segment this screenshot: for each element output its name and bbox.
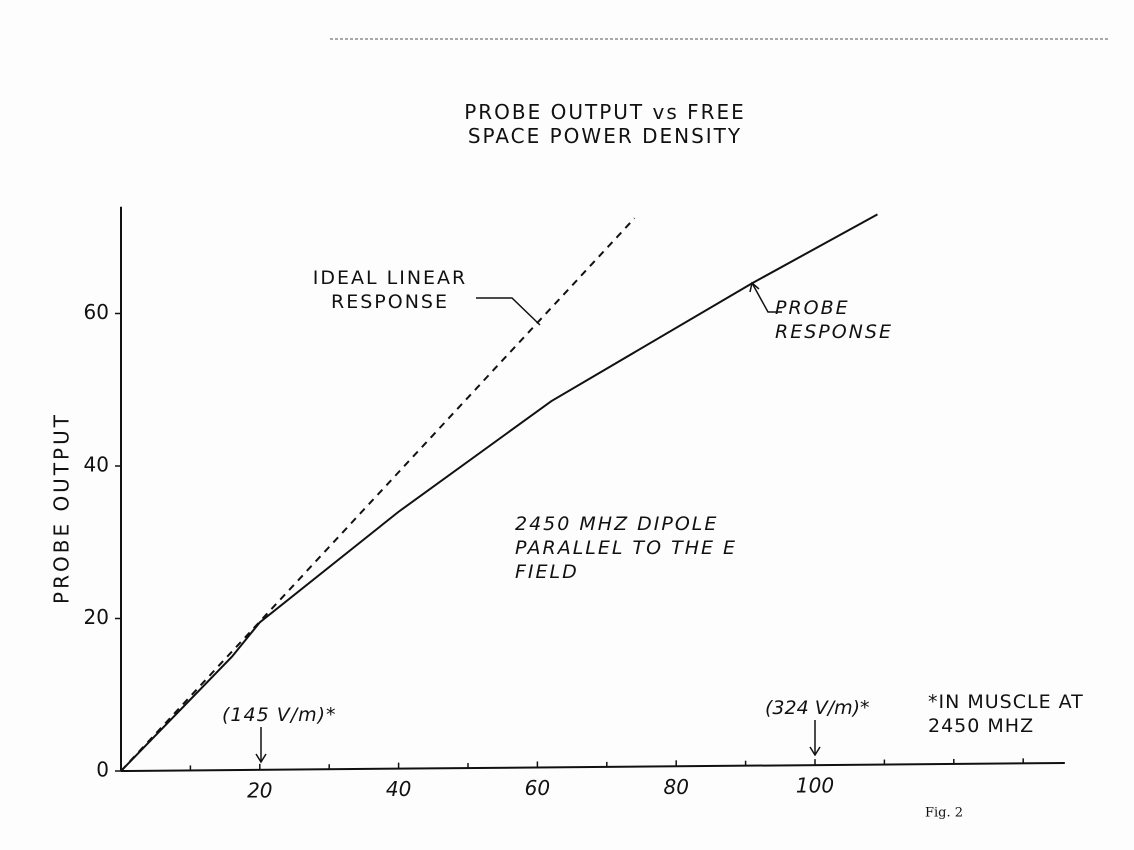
chart-title: PROBE OUTPUT vs FREE SPACE POWER DENSITY <box>464 100 746 148</box>
x-tick-label: 80 <box>663 775 688 799</box>
x-tick-label: 20 <box>247 778 272 802</box>
series-line <box>120 217 636 772</box>
annotation: 2450 MHZ DIPOLE PARALLEL TO THE E FIELD <box>515 513 738 583</box>
annotation: (324 V/m)* <box>765 697 870 719</box>
pointer <box>476 297 541 326</box>
y-tick-label: 40 <box>84 453 109 477</box>
annotation: *IN MUSCLE AT 2450 MHZ <box>928 691 1084 737</box>
arrow-head <box>255 753 267 764</box>
y-tick-label: 20 <box>84 605 109 629</box>
annotation: (145 V/m)* <box>222 704 337 726</box>
pointer <box>751 282 782 313</box>
series-label: PROBE RESPONSE <box>775 297 893 343</box>
y-axis-label: PROBE OUTPUT <box>50 412 74 604</box>
figure-label: Fig. 2 <box>925 806 963 821</box>
y-tick-label: 60 <box>84 300 109 324</box>
series-label: IDEAL LINEAR RESPONSE <box>312 267 468 313</box>
arrow-head <box>809 746 821 757</box>
x-tick-label: 100 <box>796 774 834 798</box>
series-line <box>120 213 878 772</box>
x-tick-label: 40 <box>386 777 411 801</box>
x-tick-label: 60 <box>525 776 550 800</box>
y-tick-label: 0 <box>96 758 109 782</box>
x-axis <box>120 762 1065 772</box>
